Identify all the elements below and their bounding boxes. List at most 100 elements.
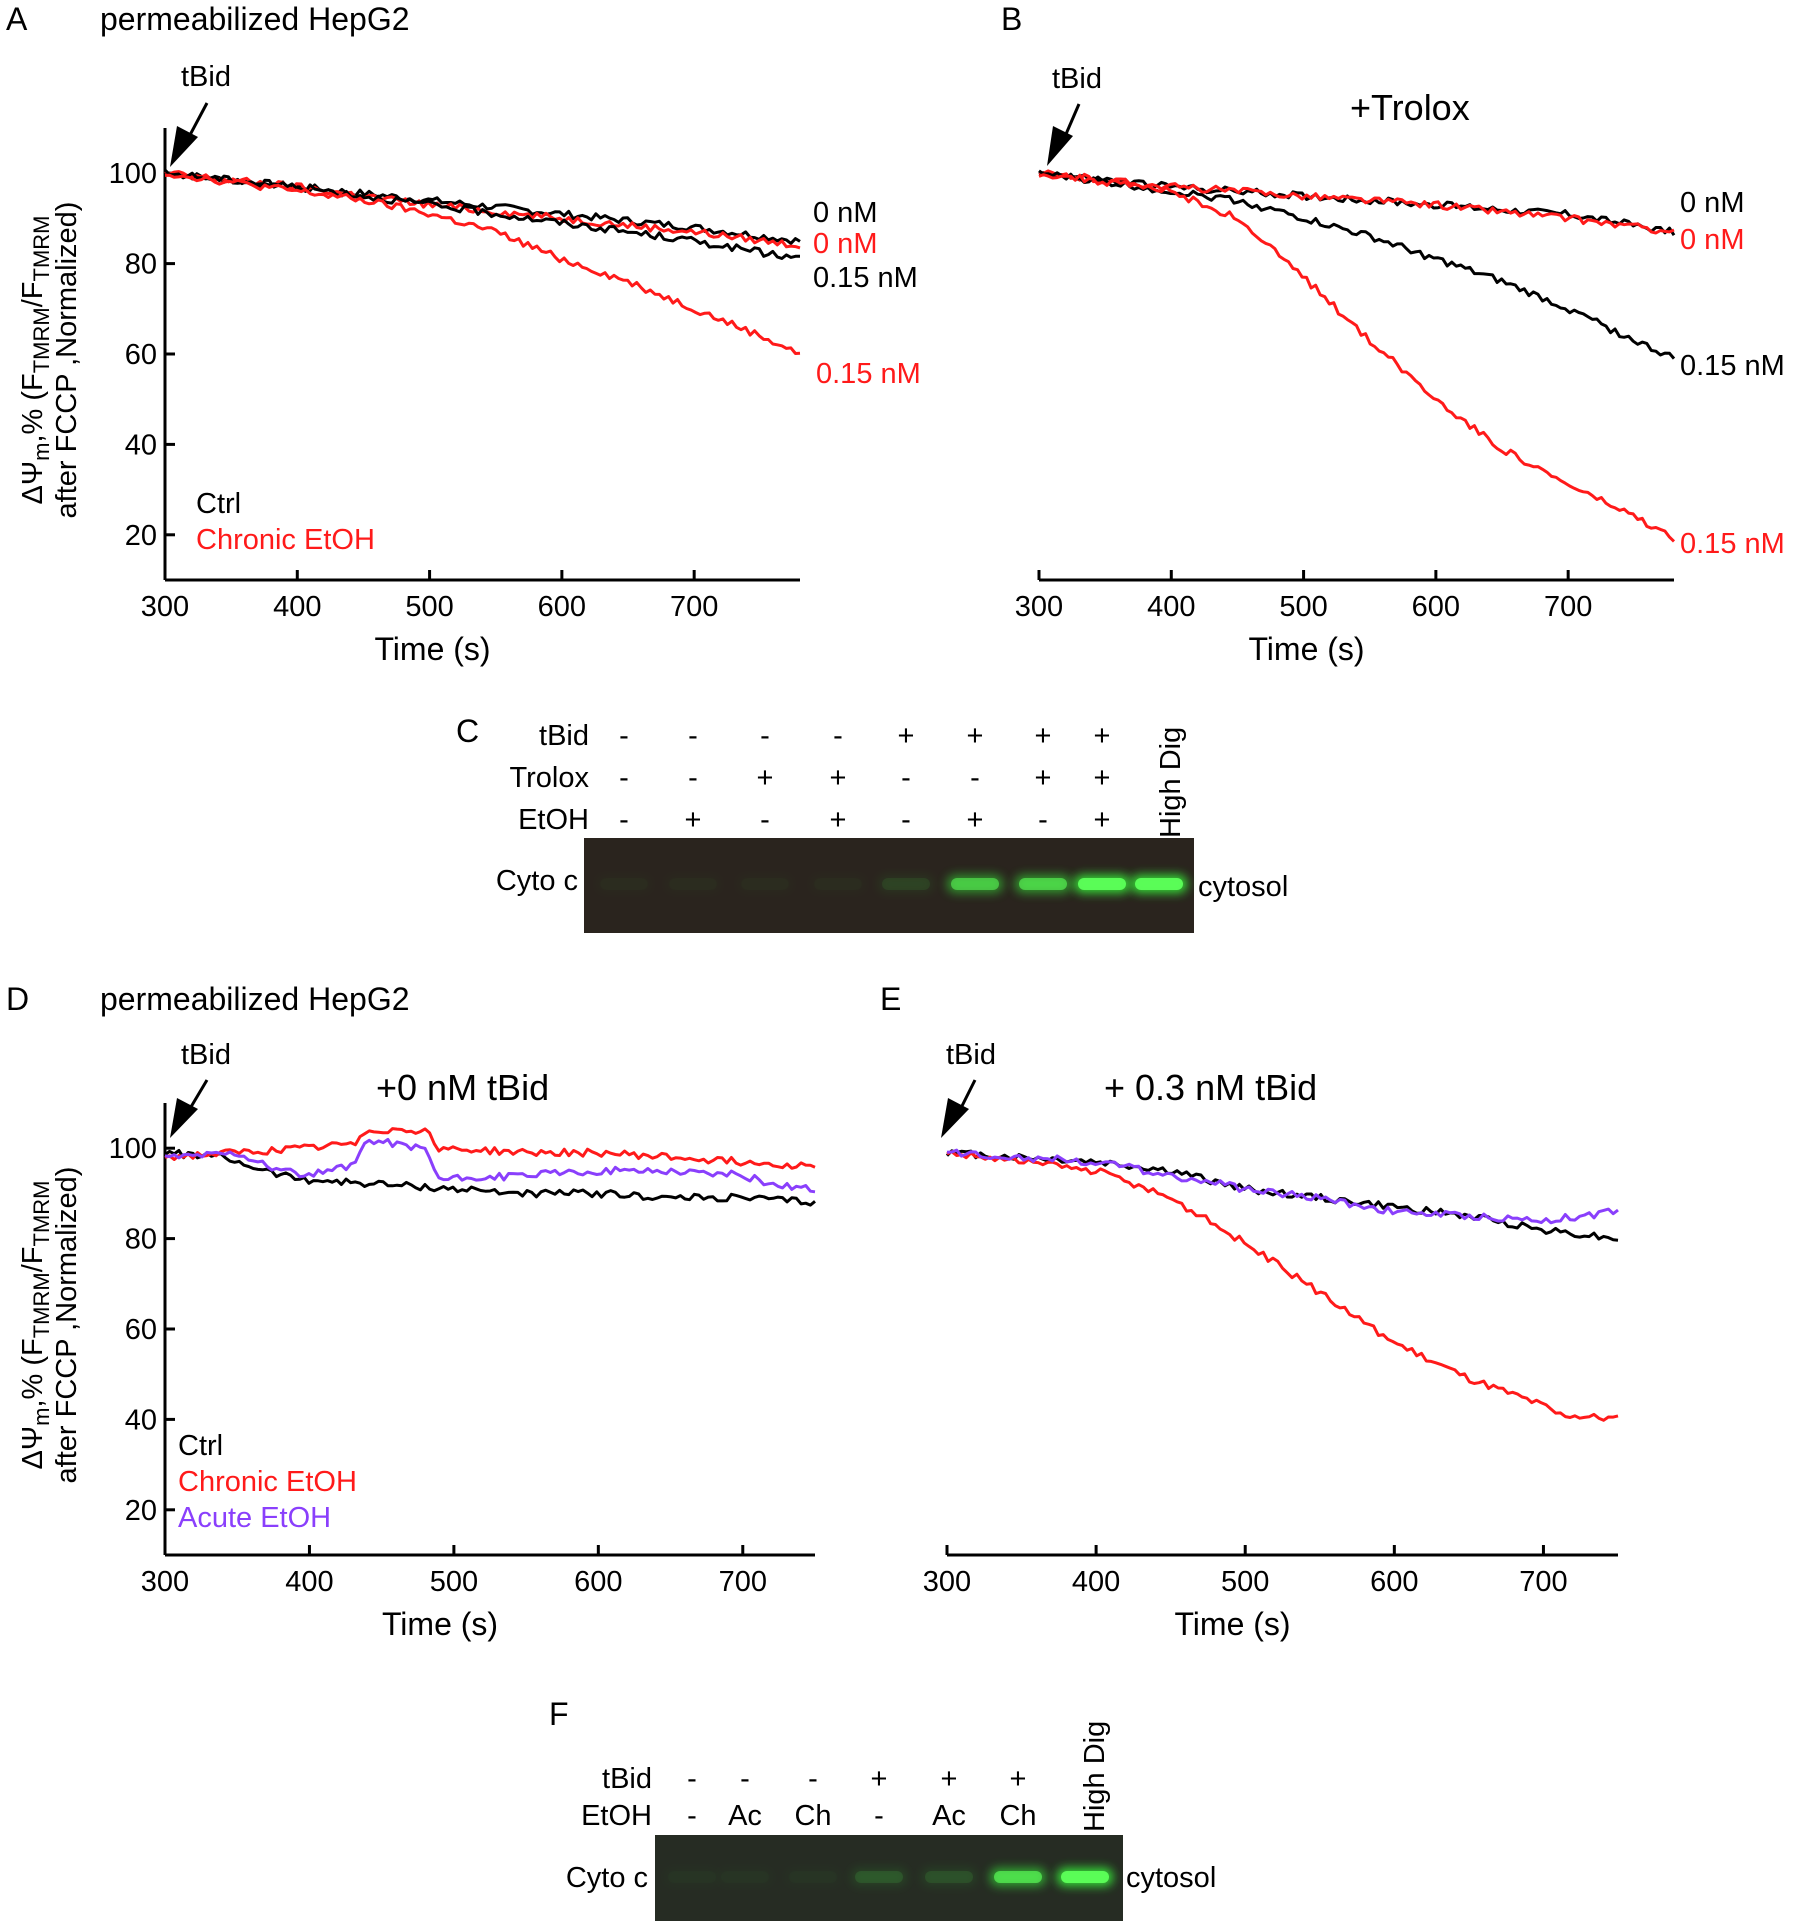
panel-e-subtitle: + 0.3 nM tBid [1104,1067,1317,1108]
blot-band [951,878,999,890]
blot-sign: - [688,762,698,794]
blot-sign: + [941,1763,958,1795]
blot-sign: + [967,720,984,752]
blot-sign: - [619,804,629,836]
panel-letter-b: B [1001,1,1022,37]
chart-d-x-tick-label: 500 [430,1566,478,1598]
blot-sign: - [901,804,911,836]
chart-b-x-tick-label: 400 [1147,591,1195,623]
panel-a-arrow-head-icon [170,126,198,167]
series-line-b-chronic-etoh-0-15-nm [1038,173,1676,543]
chart-a-x-tick-label: 500 [405,591,453,623]
panel-e: E tBid + 0.3 nM tBid 300 400 500 600 700 Time… [880,981,1619,1642]
blot-band [1078,878,1126,890]
blot-sign: - [619,762,629,794]
panel-a-ylabel: ΔΨm,% (FTMRM/FTMRM after FCCP ,Normalize… [17,202,83,519]
blot-band [669,878,717,890]
panel-a-title: permeabilized HepG2 [100,1,410,37]
series-line-a-ctrl-0-nm [164,171,801,245]
chart-a-xlabel: Time (s) [374,631,490,667]
blot-sign: - [970,762,980,794]
series-label-b-0: 0 nM [1680,187,1744,219]
blot-sign: + [871,1763,888,1795]
blot-c-row-label-tbid: tBid [539,720,589,752]
chart-e-x-tick-label: 600 [1370,1566,1418,1598]
panel-a: A permeabilized HepG2 tBid ΔΨm,% (FTMRM/… [6,1,921,667]
chart-d-y-tick-label: 20 [125,1495,157,1527]
blot-band [1019,878,1067,890]
blot-sign: + [898,720,915,752]
blot-sign: - [760,720,770,752]
blot-f-fraction-label: cytosol [1126,1862,1216,1894]
blot-band [814,878,862,890]
chart-e: 300 400 500 600 700 Time (s) [923,1148,1619,1642]
blot-c-row-label-trolox: Trolox [510,762,590,794]
blot-c-bands [600,875,1187,893]
chart-a-y-tick-label: 60 [125,339,157,371]
blot-band [741,878,789,890]
series-label-a-0: 0 nM [813,197,877,229]
blot-band [600,878,648,890]
legend-d-ctrl: Ctrl [178,1430,223,1462]
panel-d: D permeabilized HepG2 tBid +0 nM tBid ΔΨ… [6,981,816,1642]
blot-f-bands [721,1868,1113,1886]
blot-sign: - [833,720,843,752]
panel-e-arrow-head-icon [941,1098,969,1138]
svg-text:ΔΨm,% (FTMRM/FTMRM: ΔΨm,% (FTMRM/FTMRM [17,1181,54,1470]
blot-band [1061,1871,1109,1883]
chart-d: 300 400 500 600 700 Time (s) 20 40 60 80 100 [109,1103,816,1642]
blot-sign: Ch [999,1800,1036,1832]
blot-sign: - [687,1800,697,1832]
series-line-e-chronic-etoh [946,1150,1619,1422]
blot-sign: - [874,1800,884,1832]
blot-sign: + [1094,720,1111,752]
blot-band [882,878,930,890]
blot-f-band-label: Cyto c [566,1862,648,1894]
chart-a-x-tick-label: 700 [670,591,718,623]
legend-chronic-etoh: Chronic EtOH [196,524,375,556]
chart-d-x-tick-label: 300 [141,1566,189,1598]
series-line-e-ctrl [945,1149,1619,1242]
blot-band [994,1871,1042,1883]
blot-sign: + [967,804,984,836]
chart-e-x-tick-label: 700 [1519,1566,1567,1598]
blot-sign: - [760,804,770,836]
chart-b: 300 400 500 600 700 Time (s) 0 nM 0 nM 0.15 nM 0.… [1015,169,1785,667]
blot-sign: + [1010,1763,1027,1795]
blot-band-glow [878,875,934,893]
blot-c-high-dig-label: High Dig [1155,727,1187,838]
chart-a-x-tick-label: 300 [141,591,189,623]
blot-sign: Ac [932,1800,966,1832]
series-line-d-chronic-etoh [164,1127,816,1170]
chart-a-x-tick-label: 400 [273,591,321,623]
chart-d-y-tick-label: 80 [125,1224,157,1256]
blot-band [721,1871,769,1883]
panel-d-ylabel: ΔΨm,% (FTMRM/FTMRM after FCCP ,Normalize… [17,1167,83,1484]
blot-sign: - [808,1763,818,1795]
panel-f: F tBid EtOH - - - + + +- Ac Ch - Ac Ch High Dig Cy… [549,1696,1216,1921]
chart-b-xlabel: Time (s) [1248,631,1364,667]
legend-d-chronic-etoh: Chronic EtOH [178,1466,357,1498]
blot-sign: + [830,804,847,836]
chart-d-y-tick-label: 60 [125,1314,157,1346]
chart-a-y-tick-label: 40 [125,429,157,461]
series-line-e-acute-etoh [946,1148,1619,1225]
chart-d-x-tick-label: 600 [574,1566,622,1598]
chart-a-y-tick-label: 80 [125,249,157,281]
panel-d-arrow-head-icon [170,1098,198,1138]
chart-d-x-tick-label: 700 [719,1566,767,1598]
chart-a-x-tick-label: 600 [538,591,586,623]
chart-e-x-tick-label: 500 [1221,1566,1269,1598]
svg-text:after FCCP ,Normalized): after FCCP ,Normalized) [51,202,83,519]
blot-band [1135,878,1183,890]
chart-b-x-tick-label: 500 [1279,591,1327,623]
chart-a-y-tick-label: 100 [109,158,157,190]
chart-d-y-tick-label: 40 [125,1404,157,1436]
chart-d-y-tick-label: 100 [109,1133,157,1165]
blot-sign: - [619,720,629,752]
panel-b: B tBid +Trolox 300 400 500 600 700 Time (s) 0 … [1001,1,1785,667]
blot-sign: + [757,762,774,794]
blot-band-glow [851,1868,907,1886]
blot-band-glow [921,1868,977,1886]
legend-ctrl: Ctrl [196,488,241,520]
